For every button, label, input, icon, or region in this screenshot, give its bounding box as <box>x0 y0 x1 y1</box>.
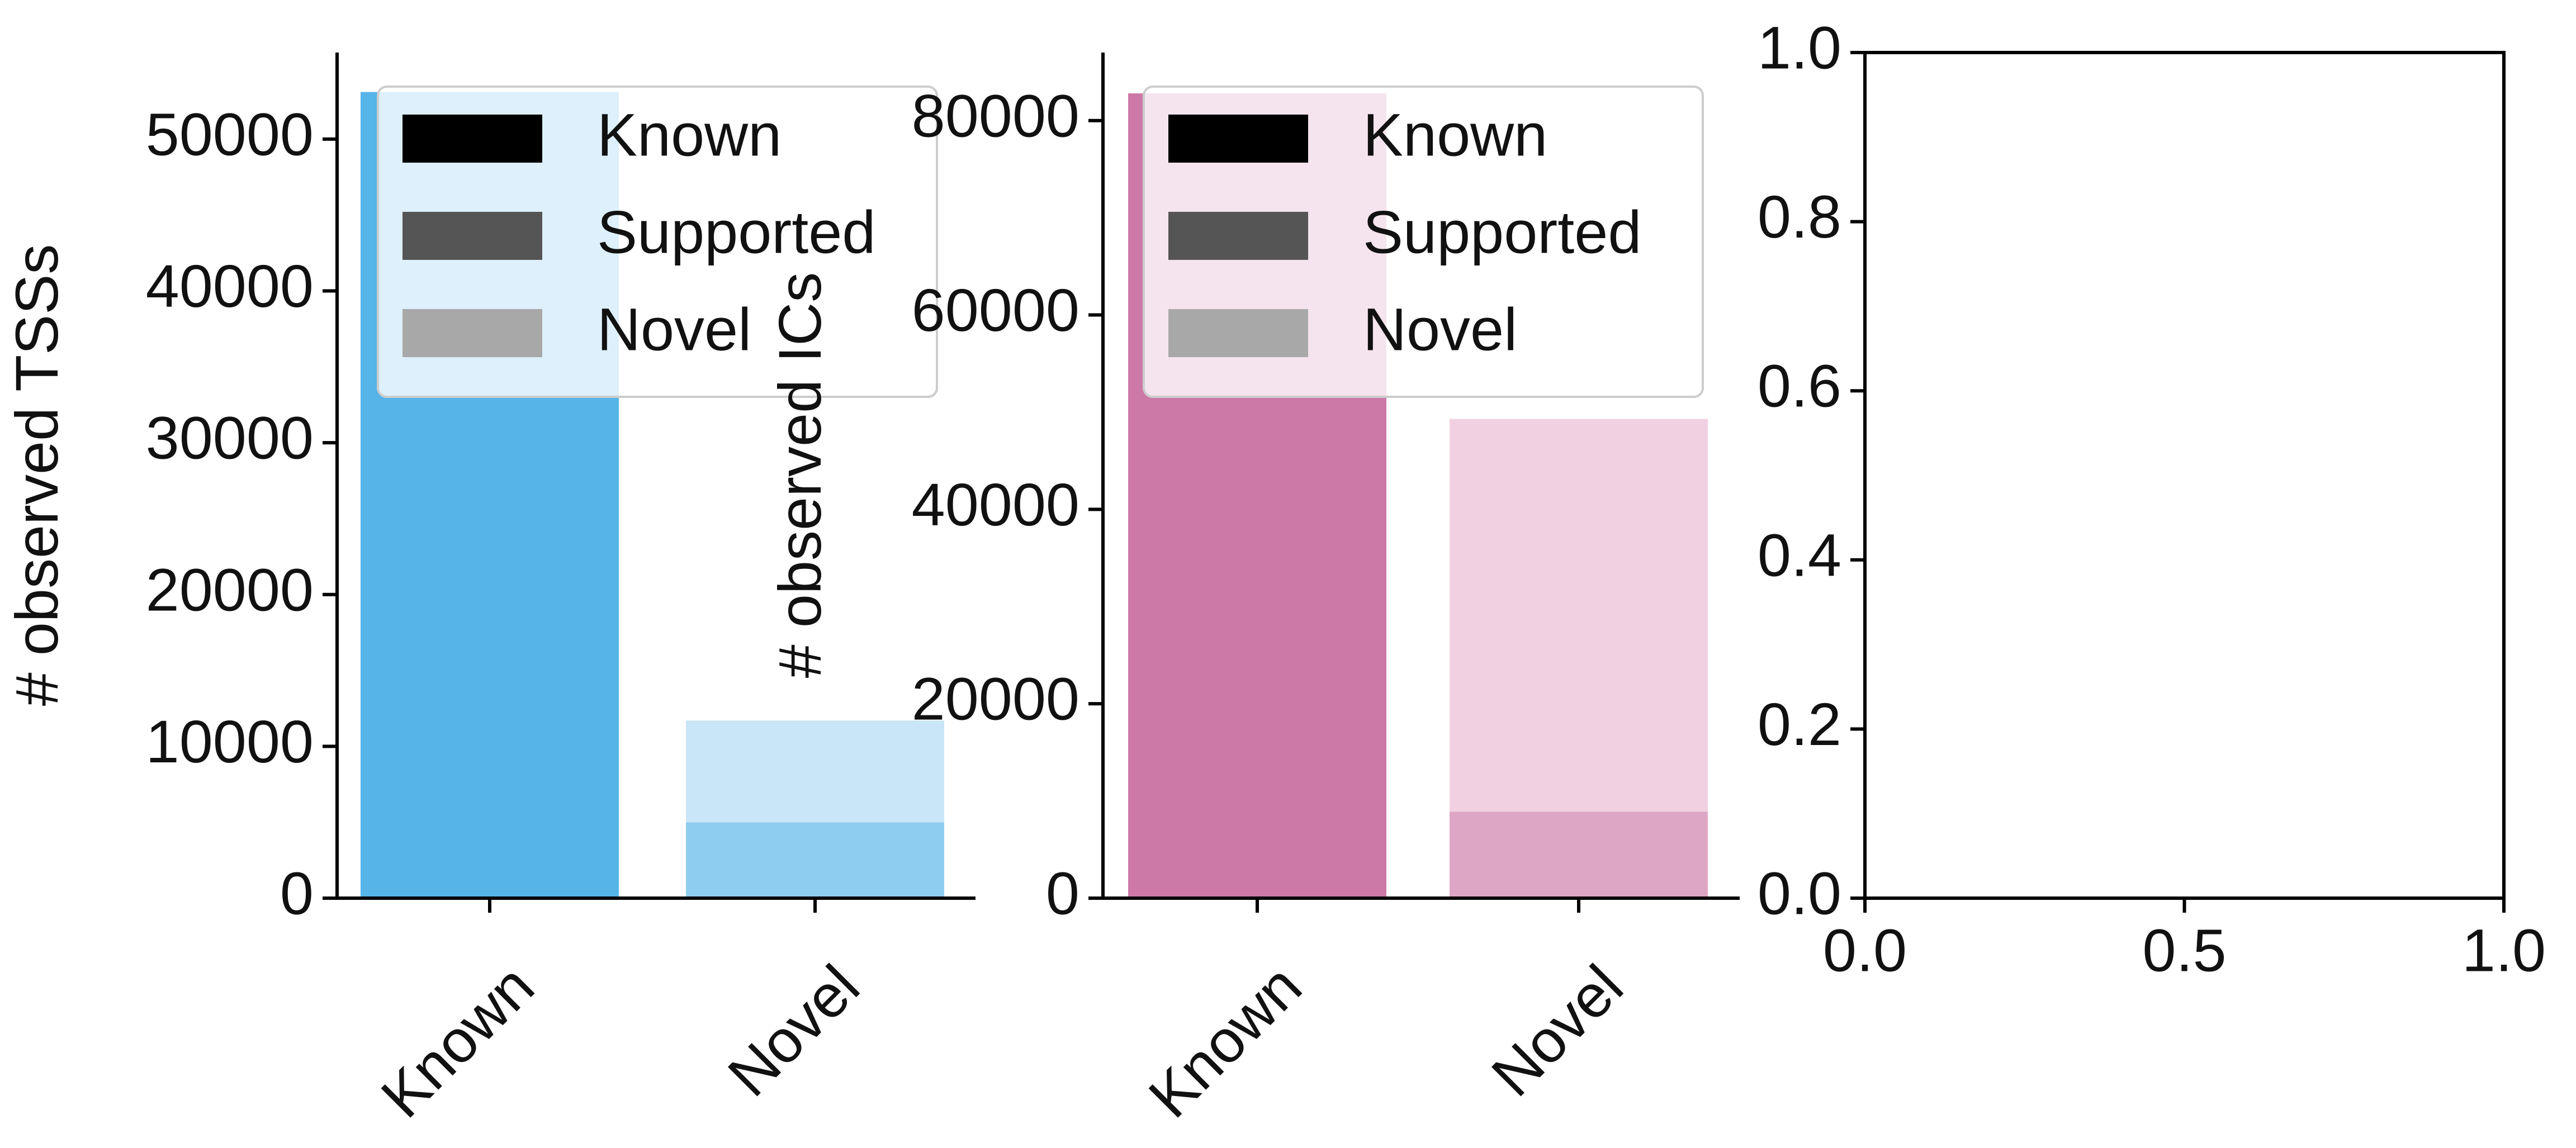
tss-legend-swatch-novel <box>402 309 542 357</box>
ic-legend-swatch-supported <box>1168 212 1308 260</box>
empty-x-tick-label: 0.0 <box>1823 916 1907 984</box>
empty-y-tick-label: 0.6 <box>1758 352 1841 420</box>
empty-y-tick-label: 1.0 <box>1758 14 1841 82</box>
ic-y-tick-label: 40000 <box>912 471 1079 538</box>
ic-legend-label-novel: Novel <box>1363 296 1517 363</box>
empty-x-ticks: 0.0 0.5 1.0 <box>1823 898 2546 984</box>
empty-y-tick-label: 0.2 <box>1758 690 1841 758</box>
tss-y-tick-label: 10000 <box>146 708 314 775</box>
tss-bar-panel: 0 10000 20000 30000 40000 50000 Known Novel # … <box>3 53 976 1130</box>
tss-y-tick-label: 30000 <box>146 404 314 472</box>
empty-y-ticks: 0.0 0.2 0.4 0.6 0.8 1.0 <box>1758 14 1865 927</box>
empty-y-tick-label: 0.0 <box>1758 860 1841 927</box>
tss-legend-label-known: Known <box>597 101 782 169</box>
ic-legend-label-supported: Supported <box>1363 198 1641 266</box>
tss-bar-novel-supported <box>686 822 944 898</box>
ic-y-tick-label: 80000 <box>912 82 1079 149</box>
ic-y-tick-label: 0 <box>1046 860 1079 927</box>
tss-y-tick-label: 20000 <box>146 556 314 623</box>
tss-legend-swatch-known <box>402 115 542 163</box>
empty-panel: 0.0 0.2 0.4 0.6 0.8 1.0 0.0 0.5 1.0 <box>1758 14 2546 984</box>
ic-bar-novel-supported <box>1450 812 1708 898</box>
tss-y-tick-label: 40000 <box>146 252 314 320</box>
ic-legend-swatch-novel <box>1168 309 1308 357</box>
ic-legend-label-known: Known <box>1363 101 1547 169</box>
empty-y-tick-label: 0.8 <box>1758 183 1841 250</box>
empty-x-tick-label: 0.5 <box>2142 916 2226 984</box>
tss-y-tick-label: 50000 <box>146 100 314 168</box>
tss-legend-label-supported: Supported <box>597 198 875 266</box>
tss-legend: Known Supported Novel <box>377 86 938 398</box>
tss-legend-label-novel: Novel <box>597 296 751 363</box>
tss-legend-swatch-supported <box>402 212 542 260</box>
tss-y-tick-label: 0 <box>280 860 314 927</box>
ic-y-tick-label: 20000 <box>912 665 1079 733</box>
ic-legend: Known Supported Novel <box>1143 86 1704 398</box>
tss-bar-novel-novel <box>686 720 944 823</box>
tss-y-ticks: 0 10000 20000 30000 40000 50000 <box>146 100 337 927</box>
ic-bar-novel-novel <box>1450 419 1708 812</box>
ic-legend-swatch-known <box>1168 115 1308 163</box>
empty-y-tick-label: 0.4 <box>1758 521 1841 589</box>
ic-y-axis-label: # observed ICs <box>766 272 834 678</box>
ic-y-ticks: 0 20000 40000 60000 80000 <box>912 82 1103 927</box>
ic-y-tick-label: 60000 <box>912 276 1079 344</box>
tss-y-axis-label: # observed TSSs <box>3 244 70 706</box>
empty-x-tick-label: 1.0 <box>2462 916 2546 984</box>
